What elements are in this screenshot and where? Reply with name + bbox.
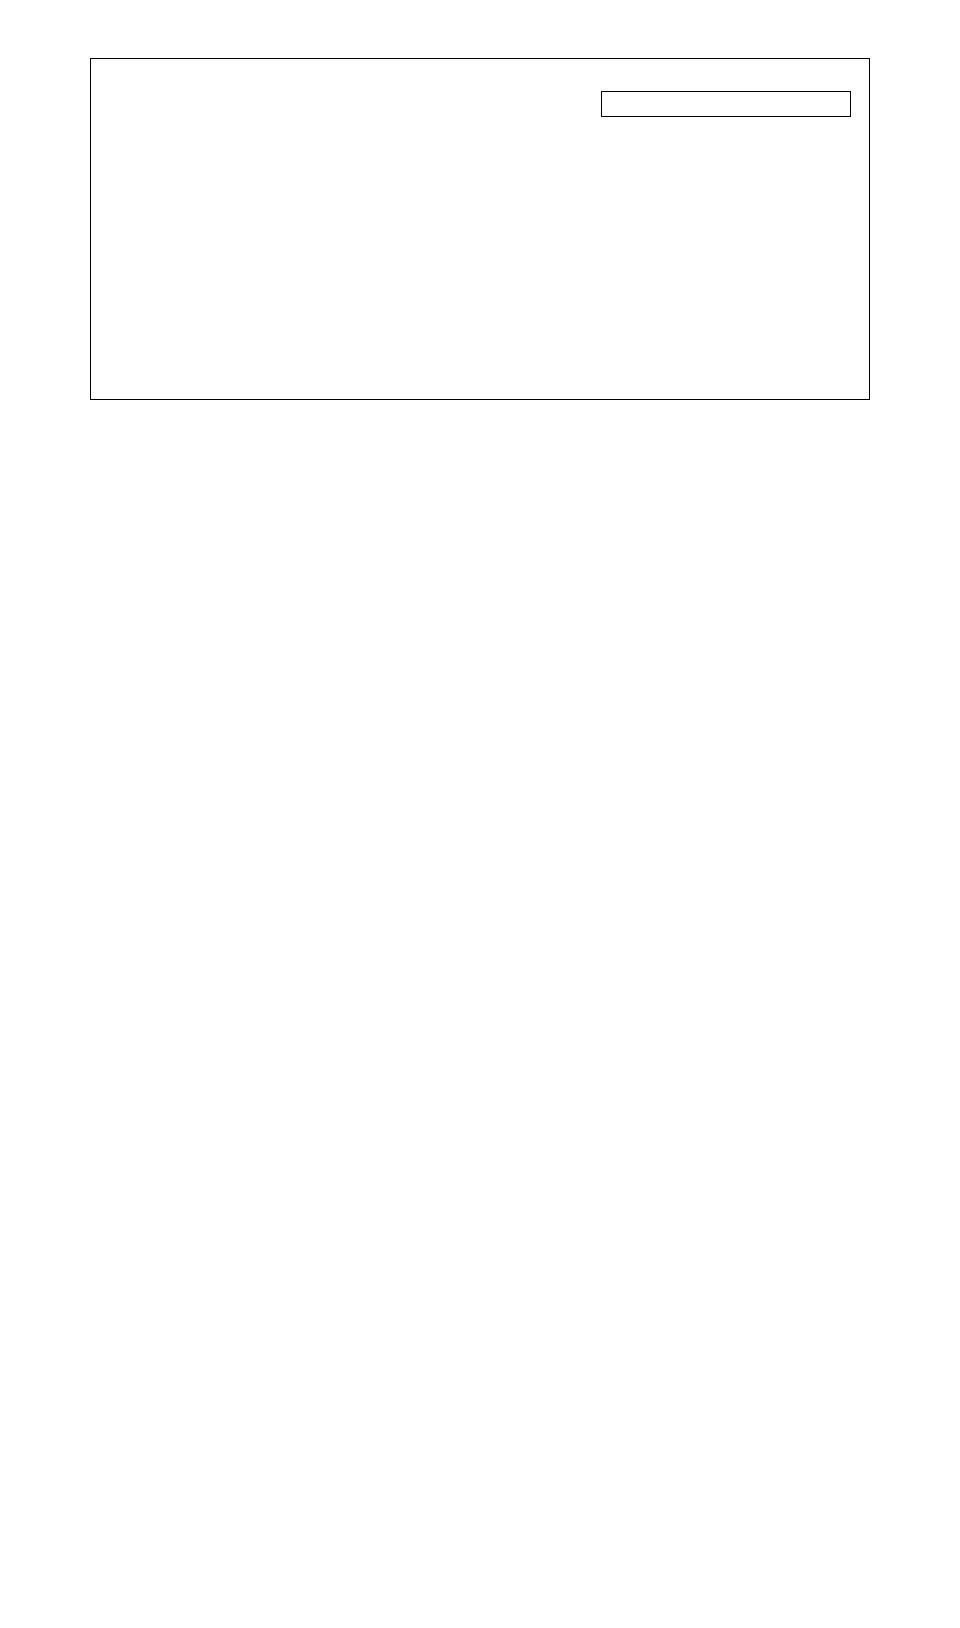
chart-legend: [601, 91, 851, 117]
pie-chart: [109, 91, 529, 371]
pie-chart-container: [90, 58, 870, 400]
pie-svg: [109, 91, 489, 371]
